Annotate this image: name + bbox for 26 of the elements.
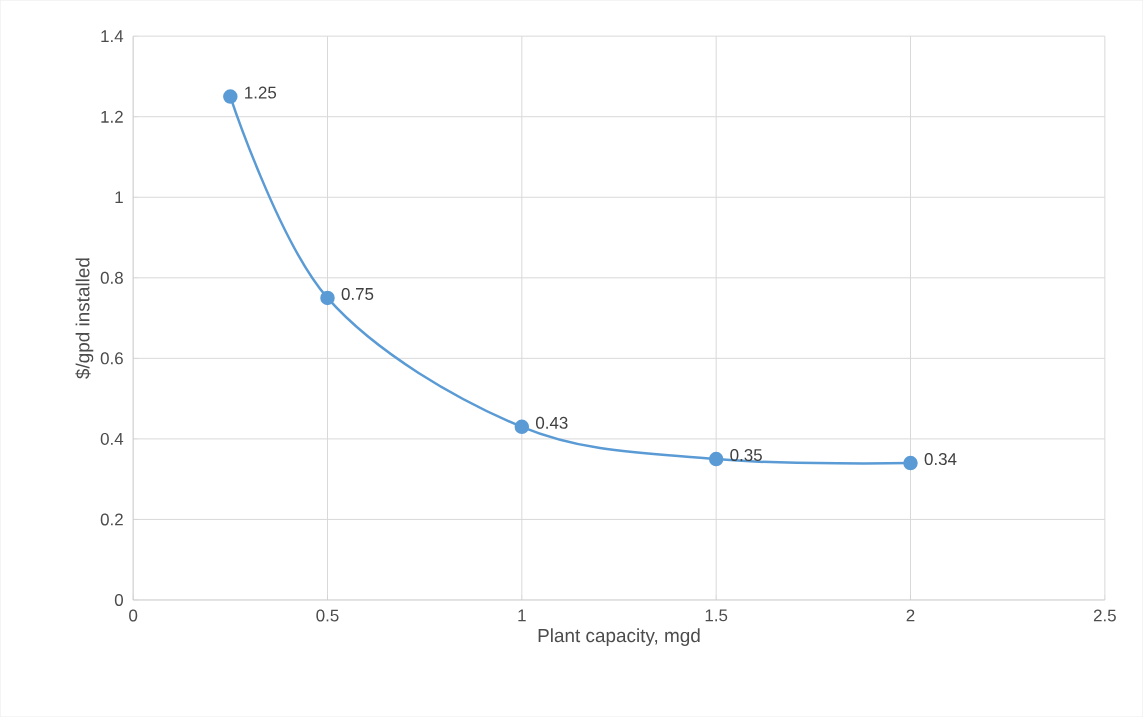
y-tick-label: 0.6: [100, 352, 123, 365]
x-axis-title: Plant capacity, mgd: [538, 628, 700, 646]
x-tick-label: 1: [518, 609, 526, 622]
point: [223, 89, 238, 104]
point: [320, 290, 335, 306]
data-label: 0.43: [536, 416, 568, 429]
y-tick-label: 0.4: [100, 432, 124, 445]
x-tick-label: 0.5: [316, 609, 339, 622]
data-label: 0.35: [730, 448, 762, 461]
x-tick-label: 0: [129, 609, 138, 622]
y-tick-label: 1.4: [101, 30, 124, 42]
y-axis-title: $/gpd installed: [75, 258, 94, 379]
y-tick-label: 1: [115, 191, 123, 204]
data-label: 0.34: [924, 453, 957, 465]
point: [903, 455, 918, 471]
y-tick-label: 1.2: [101, 110, 123, 123]
x-tick-label: 2: [906, 609, 915, 622]
x-tick-label: 1.5: [705, 609, 728, 622]
y-tick-label: 0.8: [100, 271, 123, 284]
point: [708, 451, 724, 467]
point: [514, 419, 530, 434]
x-tick-label: 2.5: [1093, 609, 1116, 622]
data-label: 1.25: [245, 86, 277, 99]
y-tick-label: 0.2: [100, 513, 123, 526]
data-label: 0.75: [341, 287, 374, 300]
y-tick-label: 0: [114, 593, 123, 606]
